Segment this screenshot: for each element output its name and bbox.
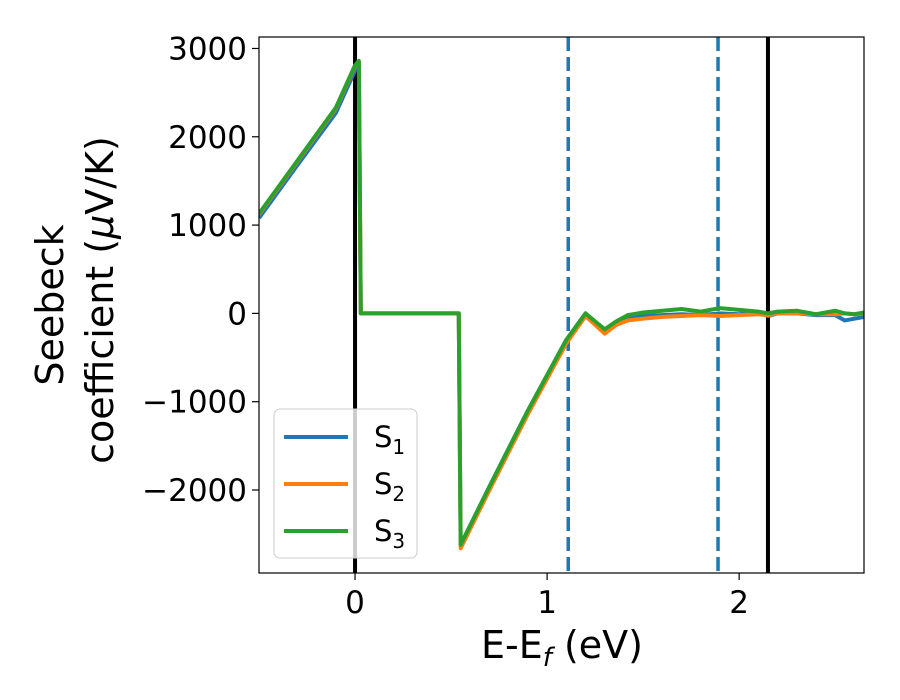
series-lines: [259, 58, 864, 551]
y-axis-label-line1: Seebeck: [28, 224, 72, 385]
y-axis-label-line2: coefficient (μV/K): [78, 136, 122, 464]
y-tick-label-0: −2000: [142, 473, 247, 509]
axis-ticks: 0 1 2 −2000 −1000 0 1000 2000 3000: [142, 31, 749, 621]
y-tick-label-3: 1000: [168, 208, 247, 244]
x-tick-label-2: 2: [729, 585, 749, 621]
legend-label-s2: S2: [374, 467, 405, 506]
y-tick-label-2: 0: [227, 296, 247, 332]
legend-label-s1: S1: [374, 420, 405, 459]
y-tick-label-5: 3000: [168, 31, 247, 67]
y-tick-label-1: −1000: [142, 385, 247, 421]
y-tick-label-4: 2000: [168, 120, 247, 156]
x-tick-label-0: 0: [345, 585, 365, 621]
x-tick-label-1: 1: [537, 585, 557, 621]
plot-frame: [258, 36, 865, 574]
x-axis-label: E-Ef (eV): [481, 623, 643, 673]
legend: S1 S2 S3: [273, 408, 418, 559]
legend-label-s3: S3: [374, 514, 405, 553]
series-line-s3: [259, 58, 864, 547]
